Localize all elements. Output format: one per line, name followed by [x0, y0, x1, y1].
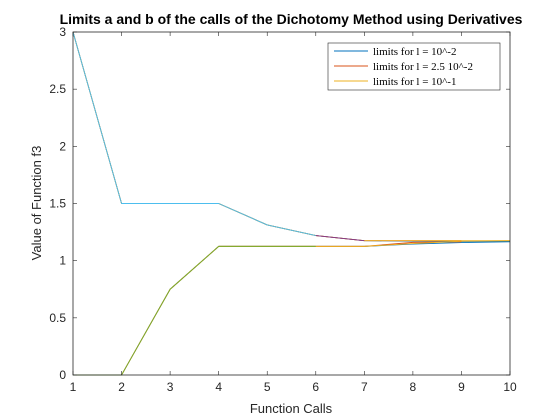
- y-tick-label-0: 0: [59, 368, 66, 382]
- x-tick-label-7: 7: [361, 380, 368, 394]
- series-5-upper-line: [315, 235, 365, 242]
- legend: limits for l = 10^-2 limits for l = 2.5 …: [327, 42, 501, 91]
- y-tick-label-2: 2: [59, 139, 66, 153]
- y-tick-label-3: 3: [59, 25, 66, 39]
- x-tick-label-6: 6: [312, 380, 319, 394]
- legend-entry-2: limits for l = 2.5 10^-2: [373, 61, 473, 73]
- legend-entry-1: limits for l = 10^-2: [373, 46, 456, 58]
- legend-entry-3: limits for l = 10^-1: [373, 76, 456, 88]
- x-tick-label-8: 8: [410, 380, 417, 394]
- x-ticks: 1 2 3 4 5 6 7 8 9 10: [70, 32, 517, 394]
- y-tick-label-2.5: 2.5: [49, 82, 66, 96]
- x-axis-label: Function Calls: [250, 401, 333, 416]
- chart-title: Limits a and b of the calls of the Dicho…: [60, 11, 523, 27]
- series-4-upper-line: [72, 31, 316, 236]
- x-tick-label-10: 10: [503, 380, 517, 394]
- y-tick-label-1: 1: [59, 254, 66, 268]
- y-axis-label: Value of Function f3: [29, 146, 44, 261]
- y-tick-label-0.5: 0.5: [49, 311, 66, 325]
- x-tick-label-2: 2: [118, 380, 125, 394]
- x-tick-label-5: 5: [264, 380, 271, 394]
- x-tick-label-3: 3: [167, 380, 174, 394]
- x-tick-label-1: 1: [70, 380, 77, 394]
- x-tick-label-4: 4: [215, 380, 222, 394]
- x-tick-label-9: 9: [458, 380, 465, 394]
- y-ticks: 0 0.5 1 1.5 2 2.5 3: [49, 25, 510, 382]
- y-tick-label-1.5: 1.5: [49, 197, 66, 211]
